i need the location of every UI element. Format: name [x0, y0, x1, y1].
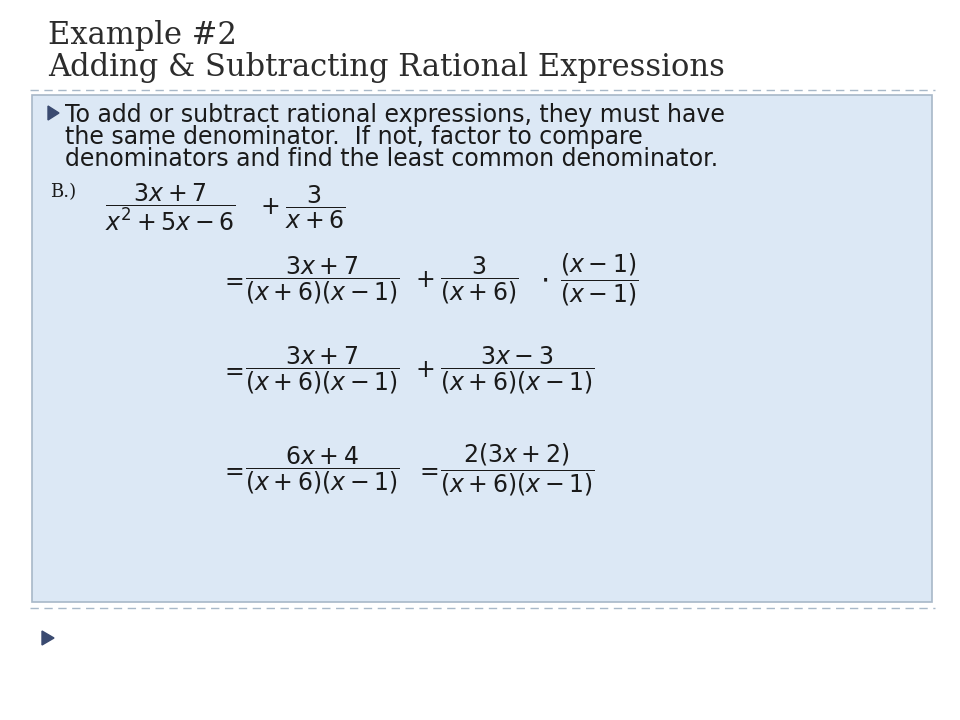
Text: $\dfrac{3x-3}{(x+6)(x-1)}$: $\dfrac{3x-3}{(x+6)(x-1)}$	[440, 344, 595, 396]
Text: $=$: $=$	[220, 458, 244, 482]
Text: $\dfrac{3x+7}{x^2+5x-6}$: $\dfrac{3x+7}{x^2+5x-6}$	[105, 181, 236, 233]
Text: $+$: $+$	[415, 268, 434, 292]
Text: the same denominator.  If not, factor to compare: the same denominator. If not, factor to …	[65, 125, 643, 149]
Text: B.): B.)	[50, 183, 76, 201]
Text: $\dfrac{(x-1)}{(x-1)}$: $\dfrac{(x-1)}{(x-1)}$	[560, 252, 638, 308]
Text: denominators and find the least common denominator.: denominators and find the least common d…	[65, 147, 718, 171]
FancyBboxPatch shape	[32, 95, 932, 602]
Text: To add or subtract rational expressions, they must have: To add or subtract rational expressions,…	[65, 103, 725, 127]
Text: $\cdot$: $\cdot$	[540, 266, 548, 294]
Text: $=$: $=$	[220, 268, 244, 292]
Text: $\dfrac{3}{(x+6)}$: $\dfrac{3}{(x+6)}$	[440, 254, 518, 306]
Polygon shape	[42, 631, 54, 645]
Text: Adding & Subtracting Rational Expressions: Adding & Subtracting Rational Expression…	[48, 52, 725, 83]
Text: $=$: $=$	[220, 358, 244, 382]
Text: $\dfrac{6x+4}{(x+6)(x-1)}$: $\dfrac{6x+4}{(x+6)(x-1)}$	[245, 444, 400, 495]
Text: $+$: $+$	[415, 358, 434, 382]
Text: Example #2: Example #2	[48, 20, 237, 51]
Text: $\dfrac{2(3x+2)}{(x+6)(x-1)}$: $\dfrac{2(3x+2)}{(x+6)(x-1)}$	[440, 442, 595, 498]
Text: $+$: $+$	[260, 195, 279, 219]
Text: $\dfrac{3x+7}{(x+6)(x-1)}$: $\dfrac{3x+7}{(x+6)(x-1)}$	[245, 254, 400, 306]
Text: $\dfrac{3}{x+6}$: $\dfrac{3}{x+6}$	[285, 184, 346, 230]
Text: $=$: $=$	[415, 458, 439, 482]
Polygon shape	[48, 106, 59, 120]
Text: $\dfrac{3x+7}{(x+6)(x-1)}$: $\dfrac{3x+7}{(x+6)(x-1)}$	[245, 344, 400, 396]
